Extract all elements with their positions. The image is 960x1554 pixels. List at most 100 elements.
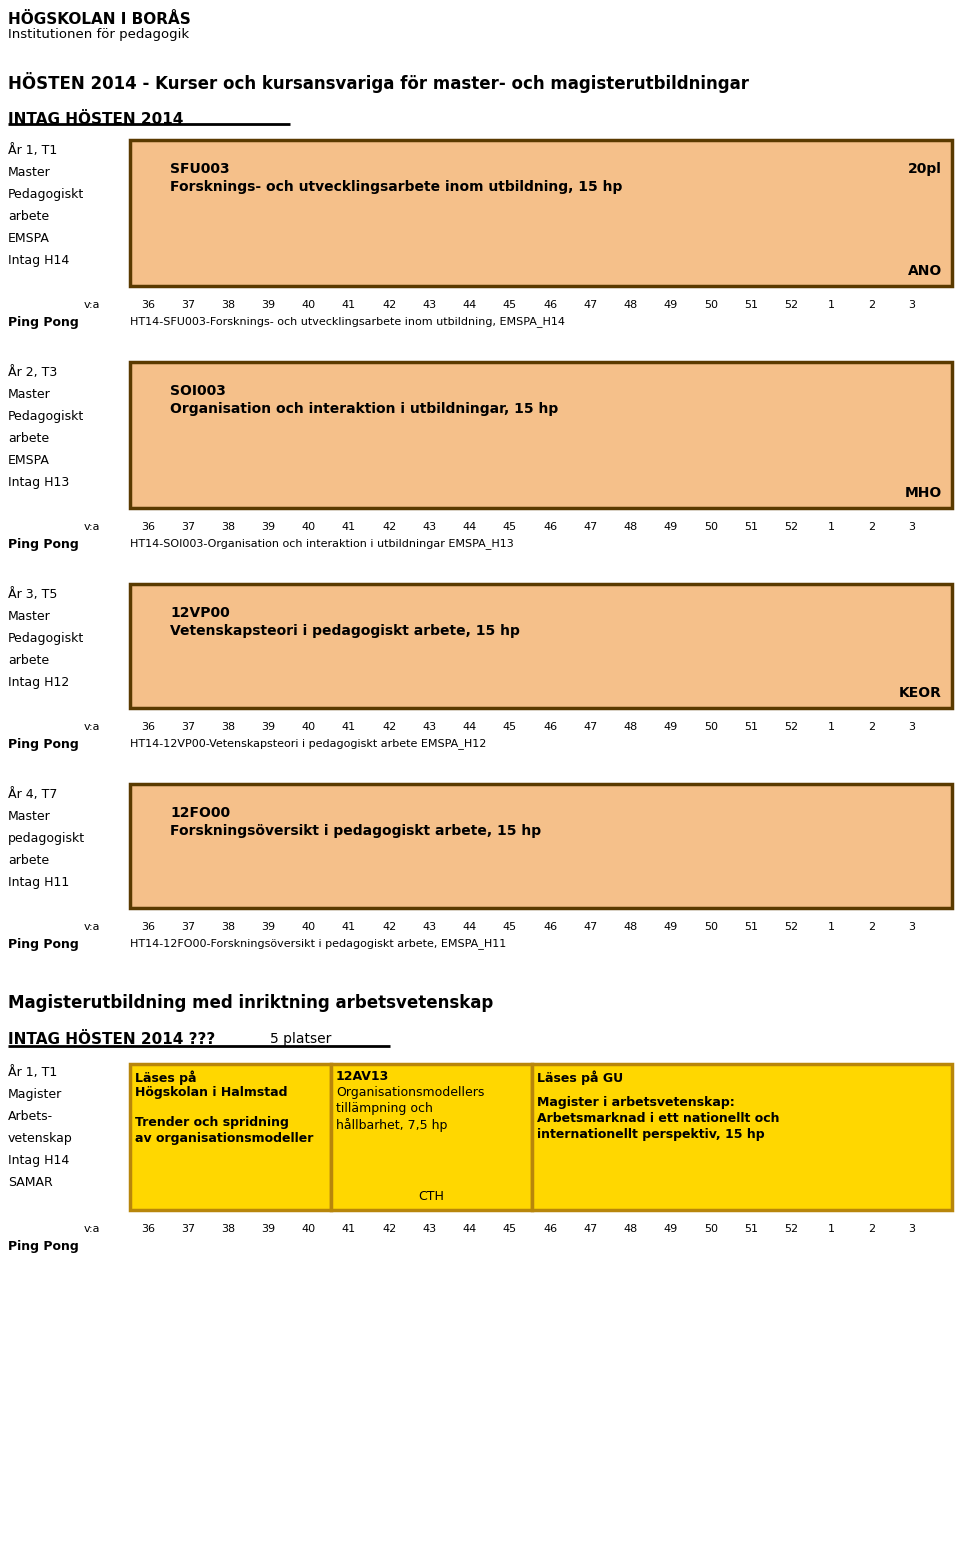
- Text: 49: 49: [663, 922, 678, 932]
- Text: 40: 40: [301, 922, 316, 932]
- Text: 48: 48: [623, 723, 637, 732]
- Text: 52: 52: [784, 522, 799, 531]
- Text: 42: 42: [382, 723, 396, 732]
- Text: 46: 46: [543, 1225, 557, 1234]
- Text: pedagogiskt: pedagogiskt: [8, 831, 85, 845]
- Text: 36: 36: [141, 300, 155, 309]
- Text: HÖGSKOLAN I BORÅS: HÖGSKOLAN I BORÅS: [8, 12, 191, 26]
- Text: 44: 44: [463, 922, 477, 932]
- Text: MHO: MHO: [904, 486, 942, 500]
- Text: 49: 49: [663, 300, 678, 309]
- Text: EMSPA: EMSPA: [8, 454, 50, 468]
- Text: 39: 39: [261, 922, 276, 932]
- Text: Magister: Magister: [8, 1088, 62, 1100]
- Text: 43: 43: [422, 1225, 437, 1234]
- Text: v:a: v:a: [84, 723, 100, 732]
- Text: EMSPA: EMSPA: [8, 232, 50, 246]
- Bar: [130, 140, 952, 286]
- Text: 39: 39: [261, 723, 276, 732]
- Text: Intag H11: Intag H11: [8, 876, 69, 889]
- Text: Master: Master: [8, 388, 51, 401]
- Text: HT14-SOI003-Organisation och interaktion i utbildningar EMSPA_H13: HT14-SOI003-Organisation och interaktion…: [130, 538, 514, 549]
- Text: internationellt perspektiv, 15 hp: internationellt perspektiv, 15 hp: [537, 1128, 764, 1141]
- Text: 51: 51: [744, 723, 758, 732]
- Bar: [130, 362, 952, 508]
- Text: Ping Pong: Ping Pong: [8, 738, 79, 751]
- Text: 36: 36: [141, 522, 155, 531]
- Text: av organisationsmodeller: av organisationsmodeller: [135, 1131, 313, 1145]
- Text: HÖSTEN 2014 - Kurser och kursansvariga för master- och magisterutbildningar: HÖSTEN 2014 - Kurser och kursansvariga f…: [8, 71, 749, 93]
- Text: År 1, T1: År 1, T1: [8, 1066, 58, 1078]
- Text: 47: 47: [583, 522, 597, 531]
- Text: Magisterutbildning med inriktning arbetsvetenskap: Magisterutbildning med inriktning arbets…: [8, 995, 493, 1012]
- Text: arbete: arbete: [8, 654, 49, 667]
- Text: 50: 50: [704, 723, 718, 732]
- Text: v:a: v:a: [84, 522, 100, 531]
- Text: v:a: v:a: [84, 922, 100, 932]
- Text: Ping Pong: Ping Pong: [8, 1240, 79, 1253]
- Text: 40: 40: [301, 522, 316, 531]
- Text: Intag H12: Intag H12: [8, 676, 69, 688]
- Text: Läses på GU: Läses på GU: [537, 1071, 623, 1085]
- Text: v:a: v:a: [84, 1225, 100, 1234]
- Text: 38: 38: [222, 1225, 235, 1234]
- Text: 37: 37: [181, 922, 195, 932]
- Text: 42: 42: [382, 300, 396, 309]
- Text: 41: 41: [342, 922, 356, 932]
- Text: 40: 40: [301, 723, 316, 732]
- Text: Högskolan i Halmstad: Högskolan i Halmstad: [135, 1086, 287, 1099]
- Text: 43: 43: [422, 522, 437, 531]
- Text: 49: 49: [663, 723, 678, 732]
- Text: 3: 3: [908, 922, 915, 932]
- Text: Pedagogiskt: Pedagogiskt: [8, 410, 84, 423]
- Text: 48: 48: [623, 300, 637, 309]
- Text: 52: 52: [784, 922, 799, 932]
- Text: 47: 47: [583, 922, 597, 932]
- Text: 39: 39: [261, 1225, 276, 1234]
- Text: Magister i arbetsvetenskap:: Magister i arbetsvetenskap:: [537, 1096, 734, 1110]
- Text: 45: 45: [503, 723, 516, 732]
- Text: 51: 51: [744, 522, 758, 531]
- Text: 46: 46: [543, 723, 557, 732]
- Text: 41: 41: [342, 522, 356, 531]
- Text: 51: 51: [744, 300, 758, 309]
- Text: HT14-12FO00-Forskningsöversikt i pedagogiskt arbete, EMSPA_H11: HT14-12FO00-Forskningsöversikt i pedagog…: [130, 939, 506, 949]
- Text: 42: 42: [382, 522, 396, 531]
- Text: 12AV13: 12AV13: [336, 1071, 389, 1083]
- Text: Pedagogiskt: Pedagogiskt: [8, 188, 84, 200]
- Text: Trender och spridning: Trender och spridning: [135, 1116, 289, 1130]
- Text: 46: 46: [543, 522, 557, 531]
- Text: Ping Pong: Ping Pong: [8, 939, 79, 951]
- Text: 41: 41: [342, 1225, 356, 1234]
- Text: 41: 41: [342, 300, 356, 309]
- Text: 50: 50: [704, 1225, 718, 1234]
- Text: 44: 44: [463, 300, 477, 309]
- Text: INTAG HÖSTEN 2014 ???: INTAG HÖSTEN 2014 ???: [8, 1032, 215, 1047]
- Text: 36: 36: [141, 1225, 155, 1234]
- Text: 47: 47: [583, 1225, 597, 1234]
- Text: 2: 2: [868, 922, 876, 932]
- Text: År 3, T5: År 3, T5: [8, 587, 58, 601]
- Text: 43: 43: [422, 723, 437, 732]
- Text: Institutionen för pedagogik: Institutionen för pedagogik: [8, 28, 189, 40]
- Text: 43: 43: [422, 300, 437, 309]
- Text: År 2, T3: År 2, T3: [8, 367, 58, 379]
- Text: 41: 41: [342, 723, 356, 732]
- Text: Vetenskapsteori i pedagogiskt arbete, 15 hp: Vetenskapsteori i pedagogiskt arbete, 15…: [170, 625, 520, 639]
- Text: 36: 36: [141, 723, 155, 732]
- Text: 38: 38: [222, 723, 235, 732]
- Text: Intag H14: Intag H14: [8, 253, 69, 267]
- Text: 44: 44: [463, 723, 477, 732]
- Text: Master: Master: [8, 810, 51, 824]
- Text: ANO: ANO: [908, 264, 942, 278]
- Text: 40: 40: [301, 300, 316, 309]
- Text: 1: 1: [828, 922, 835, 932]
- Text: 3: 3: [908, 300, 915, 309]
- Text: 37: 37: [181, 723, 195, 732]
- Text: arbete: arbete: [8, 855, 49, 867]
- Text: arbete: arbete: [8, 432, 49, 444]
- Text: Organisationsmodellers: Organisationsmodellers: [336, 1086, 485, 1099]
- Text: 1: 1: [828, 522, 835, 531]
- Text: HT14-SFU003-Forsknings- och utvecklingsarbete inom utbildning, EMSPA_H14: HT14-SFU003-Forsknings- och utvecklingsa…: [130, 315, 565, 326]
- Text: 38: 38: [222, 300, 235, 309]
